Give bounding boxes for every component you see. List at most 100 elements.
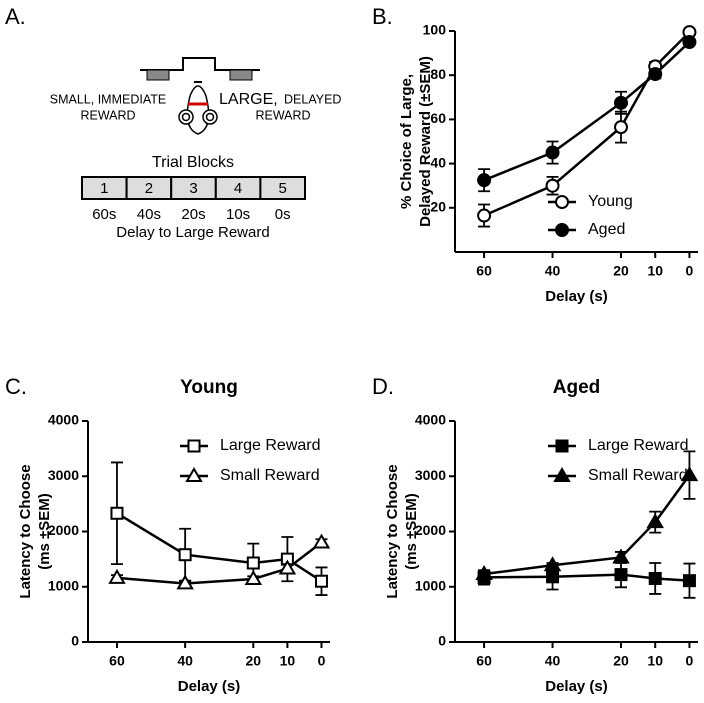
x-tick-label: 20: [613, 263, 629, 279]
small-label: REWARD: [80, 108, 135, 122]
chamber-wall: [140, 57, 260, 71]
y-tick-label: 4000: [415, 412, 446, 428]
large-label: REWARD: [255, 108, 310, 122]
y-tick-label: 4000: [48, 412, 79, 428]
delay-caption: Delay to Large Reward: [116, 224, 269, 241]
legend-label: Large Reward: [588, 437, 689, 454]
y-axis-label: (ms ±SEM): [36, 493, 53, 570]
chart-title: Young: [180, 377, 238, 398]
x-tick-label: 40: [545, 263, 561, 279]
panel-label: A.: [5, 4, 26, 29]
chart: C. Young 0 1000 2000 3000 4000 60 40 20 10 0 Delay (…: [5, 374, 331, 695]
panel-a: A. SMALL, IMMEDIATE REWARD LARGE, DELAYE…: [5, 4, 341, 241]
point: [648, 67, 663, 82]
point: [110, 506, 124, 520]
x-axis-label: Delay (s): [178, 678, 241, 695]
y-axis-label: Latency to Choose: [17, 464, 34, 598]
large-label: LARGE,: [219, 91, 278, 108]
y-tick-label: 0: [71, 633, 79, 649]
legend-marker: [555, 439, 569, 453]
point: [314, 574, 328, 588]
point: [614, 568, 628, 582]
legend-marker: [187, 439, 201, 453]
rat-head: [178, 81, 218, 135]
delay-label: 10s: [226, 206, 250, 223]
block-label: 2: [145, 180, 153, 197]
large-label: DELAYED: [284, 92, 341, 106]
x-tick-label: 20: [613, 653, 629, 669]
point: [612, 548, 630, 564]
trial-blocks: 1 2 3 4 5 60s 40s 20s 10s 0s: [81, 176, 306, 223]
x-tick-label: 0: [686, 263, 694, 279]
small-label: SMALL, IMMEDIATE: [50, 92, 166, 106]
point: [545, 178, 560, 193]
point: [477, 173, 492, 188]
y-axis-label: Delayed Reward (±SEM): [417, 56, 434, 227]
point: [680, 466, 699, 482]
point: [278, 559, 297, 575]
y-tick-label: 20: [430, 199, 446, 215]
x-tick-label: 10: [647, 263, 663, 279]
legend-label: Small Reward: [588, 467, 688, 484]
y-tick-label: 1000: [48, 577, 79, 593]
y-tick-label: 1000: [415, 577, 446, 593]
x-axis-label: Delay (s): [545, 678, 608, 695]
y-tick-label: 40: [430, 154, 446, 170]
x-tick-label: 60: [109, 653, 125, 669]
point: [475, 565, 493, 581]
panel-label: D.: [372, 374, 394, 399]
point: [682, 35, 697, 50]
legend-marker: [185, 467, 203, 482]
y-tick-label: 80: [430, 66, 446, 82]
point: [613, 95, 628, 110]
panel-label: C.: [5, 374, 27, 399]
point: [108, 568, 126, 584]
y-tick-label: 2000: [415, 522, 446, 538]
block-label: 4: [234, 180, 242, 197]
x-tick-label: 20: [246, 653, 262, 669]
delay-label: 60s: [92, 206, 116, 223]
chart-title: Aged: [553, 377, 601, 398]
point: [176, 574, 194, 590]
y-tick-label: 3000: [48, 467, 79, 483]
y-axis-label: (ms ±SEM): [403, 493, 420, 570]
point: [546, 570, 560, 584]
block-label: 3: [189, 180, 197, 197]
point: [477, 208, 492, 223]
x-tick-label: 40: [545, 653, 561, 669]
delay-label: 0s: [275, 206, 291, 223]
x-tick-label: 10: [280, 653, 296, 669]
legend-label: Aged: [588, 221, 625, 238]
y-tick-label: 3000: [415, 467, 446, 483]
point: [682, 574, 696, 588]
x-tick-label: 60: [476, 263, 492, 279]
point: [545, 145, 560, 160]
chart: D. Aged 0 1000 2000 3000 4000 60 40 20 10 0 Delay (s…: [372, 374, 699, 695]
y-tick-label: 2000: [48, 522, 79, 538]
point: [613, 120, 628, 135]
block-label: 5: [279, 180, 287, 197]
y-tick-label: 100: [423, 22, 447, 38]
y-tick-label: 0: [438, 633, 446, 649]
blocks-title: Trial Blocks: [152, 154, 234, 171]
y-axis-label: % Choice of Large,: [398, 74, 415, 209]
y-tick-label: 60: [430, 110, 446, 126]
x-tick-label: 0: [686, 653, 694, 669]
y-axis-label: Latency to Choose: [384, 464, 401, 598]
legend-marker: [555, 223, 569, 237]
panel-label: B.: [372, 4, 393, 29]
series-line: [483, 31, 691, 217]
legend-label: Small Reward: [220, 467, 320, 484]
point: [246, 556, 260, 570]
point: [244, 570, 263, 586]
small-lever: [146, 69, 170, 81]
x-axis-label: Delay (s): [545, 288, 608, 305]
legend-marker: [555, 195, 569, 209]
x-tick-label: 10: [647, 653, 663, 669]
x-tick-label: 40: [177, 653, 193, 669]
legend-marker: [553, 467, 571, 482]
point: [646, 513, 664, 529]
point: [178, 548, 192, 562]
point: [312, 533, 331, 549]
